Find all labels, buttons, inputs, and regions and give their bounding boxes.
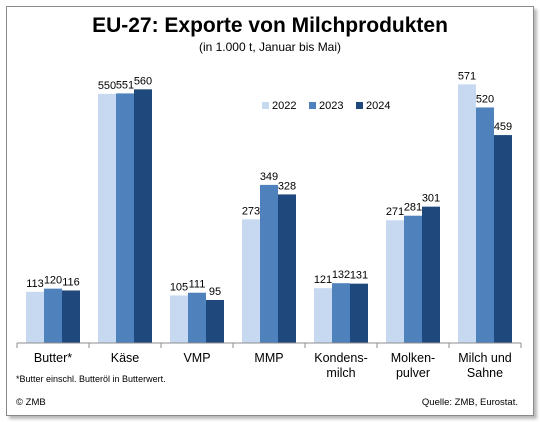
value-label-2024-4: 131 [350,270,368,282]
category-label-5: Molken-pulver [391,351,435,380]
legend-label-2023: 2023 [319,100,343,112]
bar-2024-1 [134,89,152,343]
bar-2024-4 [350,283,368,343]
legend-label-2024: 2024 [366,100,390,112]
category-label-4: Kondens-milch [314,351,368,380]
bar-2022-0 [26,291,44,343]
value-label-2022-4: 121 [314,274,332,286]
source-note: Quelle: ZMB, Eurostat. [421,397,518,408]
bar-2024-6 [494,135,512,343]
value-label-2024-2: 95 [209,286,221,298]
legend-swatch-2022 [262,102,269,109]
legend-label-2022: 2022 [272,100,296,112]
value-label-2023-2: 111 [189,279,206,291]
bar-2022-4 [314,288,332,343]
bar-2022-6 [458,84,476,343]
category-label-0: Butter* [34,351,72,365]
value-label-2022-1: 550 [98,80,116,92]
value-label-2023-0: 120 [44,275,62,287]
bar-2023-5 [404,215,422,343]
bar-2024-0 [62,290,80,343]
bar-2023-4 [332,283,350,343]
bar-2023-6 [476,107,494,343]
category-label-2: VMP [183,351,210,365]
bar-2022-2 [170,295,188,343]
value-label-2024-1: 560 [134,75,152,87]
chart-subtitle: (in 1.000 t, Januar bis Mai) [198,40,342,54]
bar-2024-5 [422,206,440,343]
value-label-2024-0: 116 [62,276,80,288]
bar-2023-2 [188,292,206,343]
zmb-logo: © ZMB [16,397,46,408]
value-label-2023-1: 551 [116,79,134,91]
value-label-2023-6: 520 [476,93,494,105]
value-label-2023-4: 132 [332,269,350,281]
value-label-2023-3: 349 [260,171,278,183]
category-label-3: MMP [254,351,283,365]
value-label-2022-6: 571 [458,70,476,82]
bar-2023-1 [116,93,134,343]
bar-2022-5 [386,220,404,343]
chart-footnote: *Butter einschl. Butteröl in Butterwert. [16,374,166,384]
value-label-2024-6: 459 [494,121,512,133]
bar-2023-3 [260,184,278,343]
category-label-1: Käse [111,351,140,365]
bar-2024-3 [278,194,296,343]
chart-title: EU-27: Exporte von Milchprodukten [92,14,448,37]
bar-2024-2 [206,299,224,343]
legend-swatch-2024 [356,102,363,109]
bar-2023-0 [44,288,62,343]
value-label-2023-5: 281 [404,202,422,214]
value-label-2024-5: 301 [422,193,440,205]
value-label-2022-5: 271 [386,206,404,218]
value-label-2022-3: 273 [242,205,260,217]
value-label-2022-0: 113 [26,278,44,290]
legend-swatch-2023 [309,102,316,109]
bar-2022-1 [98,93,116,343]
value-label-2024-3: 328 [278,180,296,192]
value-label-2022-2: 105 [170,281,188,293]
category-label-6: Milch und Sahne [458,351,512,380]
bar-2022-3 [242,219,260,343]
